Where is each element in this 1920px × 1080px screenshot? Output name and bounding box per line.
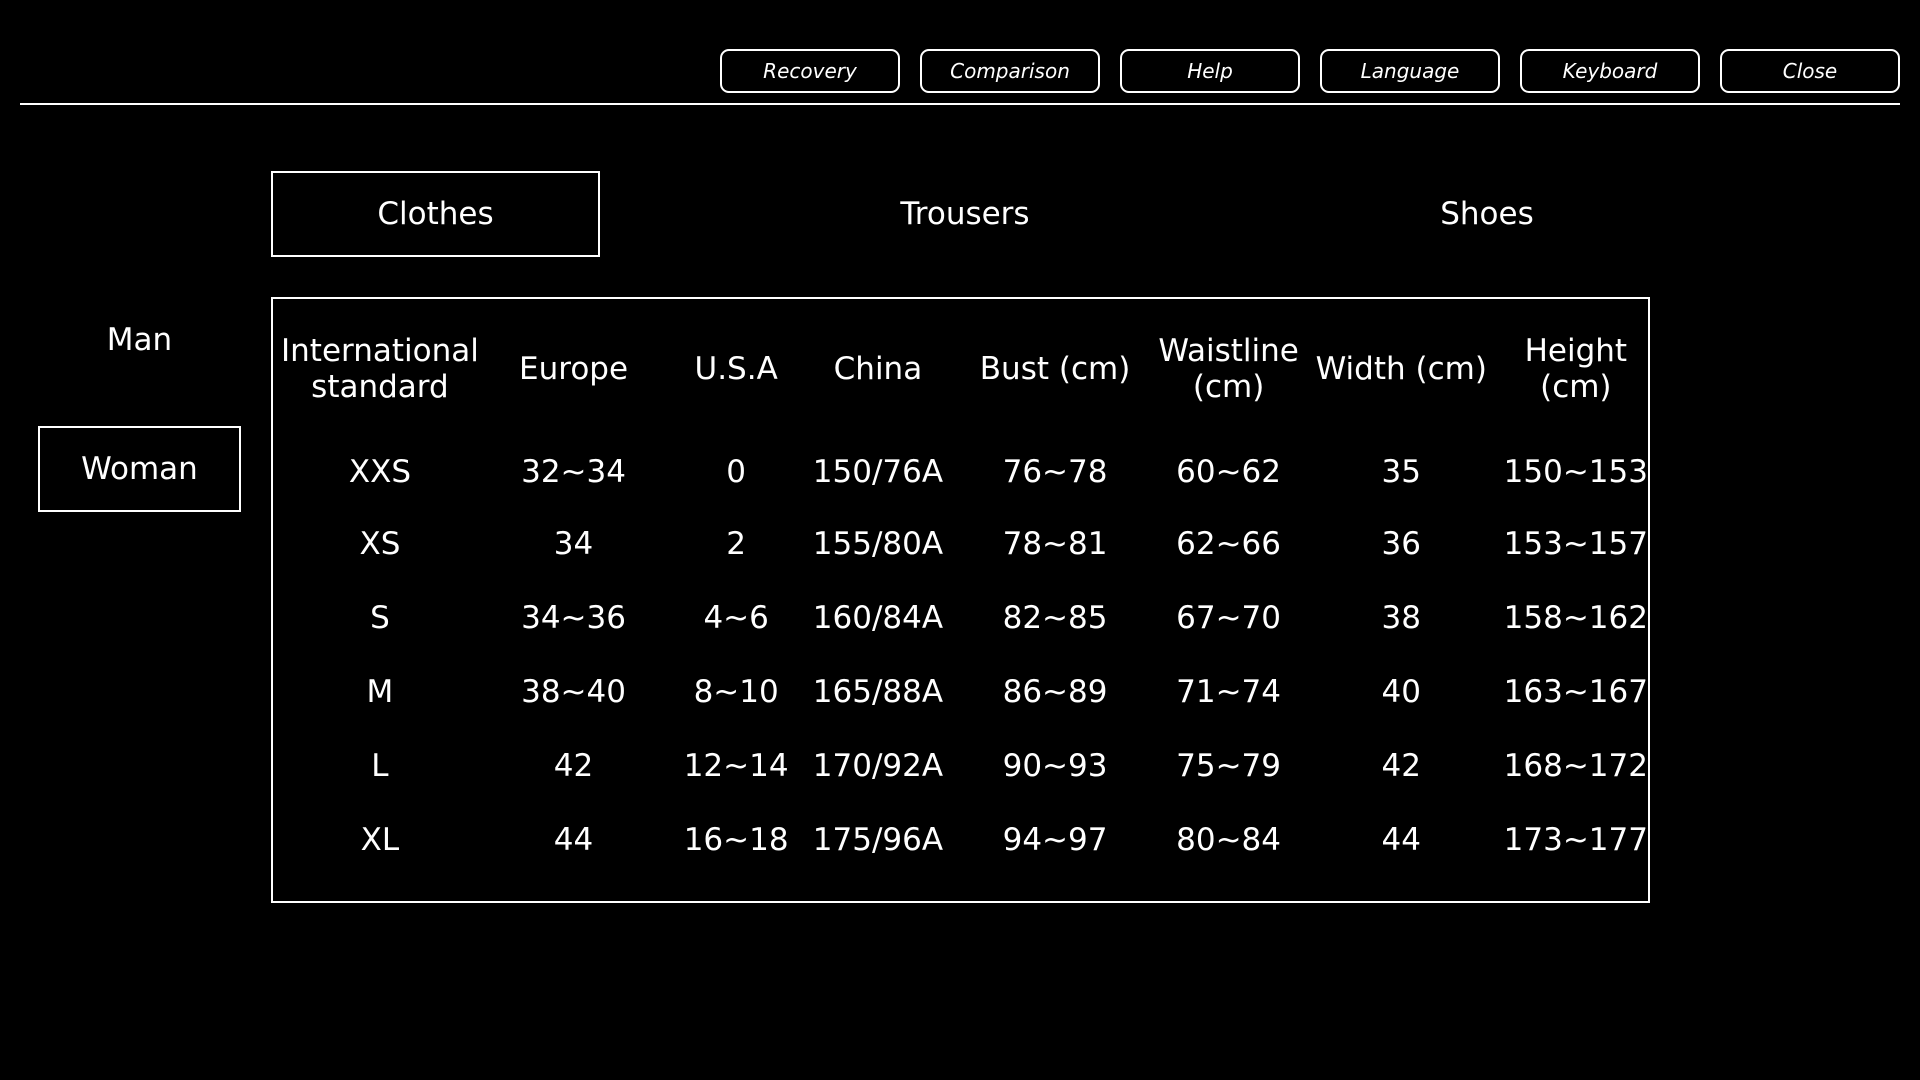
tab-clothes[interactable]: Clothes [271,171,600,257]
cell-china: 170/92A [812,748,944,784]
cell-usa: 12~14 [683,748,789,784]
cell-usa: 0 [726,454,747,490]
cell-width: 36 [1381,526,1421,562]
recovery-button[interactable]: Recovery [720,49,900,93]
gender-tab-woman[interactable]: Woman [38,426,241,512]
cell-europe: 42 [553,748,594,784]
cell-europe: 38~40 [521,674,626,710]
cell-waistline: 71~74 [1176,674,1282,710]
cell-waistline: 60~62 [1176,454,1282,490]
column-header-bust: Bust (cm) [979,351,1131,387]
column-header-width: Width (cm) [1315,351,1487,387]
cell-width: 44 [1381,822,1421,858]
cell-usa: 4~6 [703,600,769,636]
table-row: XXS 32~34 0 150/76A 76~78 60~62 35 150~153 [281,423,1648,507]
table-row: XL 44 16~18 175/96A 94~97 80~84 44 173~177 [281,803,1648,877]
table-body: XXS 32~34 0 150/76A 76~78 60~62 35 150~153 XS 34 2… [281,423,1648,877]
cell-international-standard: S [370,600,390,636]
cell-height: 163~167 [1503,674,1648,710]
cell-bust: 86~89 [1002,674,1108,710]
table-row: M 38~40 8~10 165/88A 86~89 71~74 40 163~167 [281,655,1648,729]
cell-width: 38 [1381,600,1421,636]
table-header-row: International standard Europe U.S.A Chin… [281,319,1648,423]
cell-china: 155/80A [812,526,944,562]
cell-international-standard: M [366,674,394,710]
toolbar: Recovery Comparison Help Language Keyboa… [720,49,1900,93]
tab-shoes[interactable]: Shoes [1440,196,1534,232]
cell-bust: 90~93 [1002,748,1108,784]
cell-china: 150/76A [812,454,944,490]
cell-europe: 34 [553,526,594,562]
toolbar-divider [20,103,1900,105]
help-button[interactable]: Help [1120,49,1300,93]
gender-tab-man[interactable]: Man [106,322,173,358]
cell-height: 150~153 [1503,454,1648,490]
keyboard-button[interactable]: Keyboard [1520,49,1700,93]
cell-china: 160/84A [812,600,944,636]
cell-bust: 94~97 [1002,822,1108,858]
cell-height: 153~157 [1503,526,1648,562]
cell-width: 35 [1381,454,1421,490]
cell-usa: 2 [726,526,747,562]
cell-height: 168~172 [1503,748,1648,784]
cell-europe: 44 [553,822,594,858]
cell-usa: 8~10 [693,674,779,710]
column-header-usa: U.S.A [694,351,778,387]
column-header-height: Height (cm) [1524,333,1628,405]
tab-trousers[interactable]: Trousers [900,196,1030,232]
cell-international-standard: XL [360,822,400,858]
cell-usa: 16~18 [683,822,789,858]
table-row: L 42 12~14 170/92A 90~93 75~79 42 168~172 [281,729,1648,803]
cell-bust: 82~85 [1002,600,1108,636]
language-button[interactable]: Language [1320,49,1500,93]
column-header-waistline: Waistline (cm) [1158,333,1299,405]
size-table: International standard Europe U.S.A Chin… [281,319,1648,877]
cell-waistline: 67~70 [1176,600,1282,636]
cell-international-standard: XXS [348,454,411,490]
cell-waistline: 62~66 [1176,526,1282,562]
cell-width: 42 [1381,748,1421,784]
cell-waistline: 75~79 [1176,748,1282,784]
cell-height: 158~162 [1503,600,1648,636]
cell-europe: 32~34 [521,454,626,490]
cell-height: 173~177 [1503,822,1648,858]
comparison-button[interactable]: Comparison [920,49,1100,93]
cell-europe: 34~36 [521,600,626,636]
table-row: XS 34 2 155/80A 78~81 62~66 36 153~157 [281,507,1648,581]
close-button[interactable]: Close [1720,49,1900,93]
cell-china: 175/96A [812,822,944,858]
cell-china: 165/88A [812,674,944,710]
cell-width: 40 [1381,674,1421,710]
column-header-china: China [833,351,923,387]
cell-bust: 78~81 [1002,526,1108,562]
cell-bust: 76~78 [1002,454,1108,490]
cell-international-standard: L [371,748,389,784]
column-header-europe: Europe [519,351,629,387]
cell-international-standard: XS [359,526,401,562]
size-table-frame: International standard Europe U.S.A Chin… [271,297,1650,903]
column-header-international-standard: International standard [281,333,479,405]
cell-waistline: 80~84 [1176,822,1282,858]
table-row: S 34~36 4~6 160/84A 82~85 67~70 38 158~162 [281,581,1648,655]
